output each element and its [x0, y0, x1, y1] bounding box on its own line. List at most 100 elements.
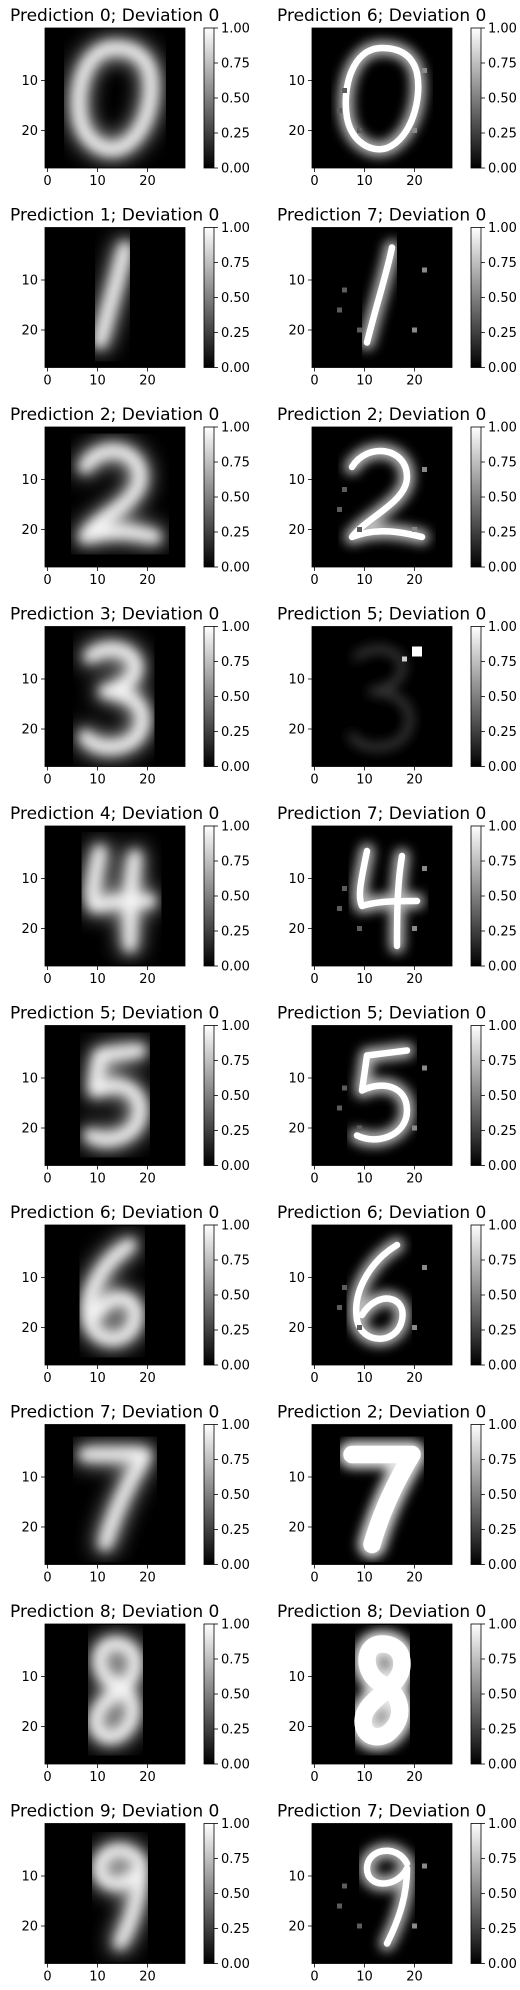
digit-panel: Prediction 7; Deviation 0 0 10 20 10 20 1.00 0.… — [277, 804, 517, 987]
colorbar-tick-label: 0.00 — [488, 760, 517, 775]
y-tick-label: 20 — [288, 523, 305, 538]
colorbar — [470, 27, 482, 169]
image-frame — [311, 626, 453, 767]
y-tick-label: 10 — [21, 1072, 38, 1087]
x-tick-label: 20 — [406, 1371, 423, 1386]
digit-stroke — [348, 645, 422, 752]
colorbar — [203, 825, 215, 967]
x-tick-label: 10 — [356, 1770, 373, 1785]
colorbar-tick-label: 0.75 — [221, 655, 250, 670]
digit-stroke — [70, 39, 160, 158]
colorbar-tick-label: 0.75 — [221, 57, 250, 72]
x-tick-label: 0 — [43, 972, 51, 987]
digit-panel: Prediction 9; Deviation 0 0 10 20 10 20 1.00 0.… — [10, 1802, 250, 1985]
x-tick-label: 10 — [89, 773, 106, 788]
y-tick-label: 10 — [288, 473, 305, 488]
panel-title: Prediction 9; Deviation 0 — [10, 1802, 219, 1822]
colorbar-tick-label: 0.25 — [488, 1523, 517, 1538]
digit-stroke — [337, 40, 427, 157]
image-frame — [311, 825, 453, 967]
colorbar-tick-label: 1.00 — [221, 1618, 250, 1633]
colorbar-tick-label: 0.25 — [488, 1723, 517, 1738]
x-tick-label: 20 — [139, 573, 156, 588]
colorbar-tick-label: 0.75 — [221, 1653, 250, 1668]
image-frame — [44, 1224, 186, 1366]
digit-stroke — [80, 1236, 144, 1348]
image-frame — [44, 1823, 186, 1964]
y-tick-label: 20 — [21, 1321, 38, 1336]
colorbar-tick-label: 0.25 — [488, 1324, 517, 1339]
colorbar-tick-label: 0.00 — [488, 561, 517, 576]
colorbar-tick-label: 1.00 — [488, 22, 517, 37]
image-frame — [44, 626, 186, 767]
x-tick-label: 0 — [43, 1770, 51, 1785]
colorbar-tick-label: 0.75 — [488, 57, 517, 72]
digit-panel: Prediction 2; Deviation 0 0 10 20 10 20 1.00 0.… — [277, 1403, 517, 1586]
y-tick-label: 20 — [21, 1720, 38, 1735]
panel-title: Prediction 7; Deviation 0 — [277, 1802, 486, 1822]
panel-title: Prediction 4; Deviation 0 — [10, 804, 219, 824]
x-tick-label: 10 — [89, 573, 106, 588]
digit-stroke — [349, 1630, 416, 1751]
colorbar-tick-label: 1.00 — [488, 1618, 517, 1633]
y-tick-label: 20 — [288, 324, 305, 339]
colorbar-tick-label: 0.00 — [221, 162, 250, 177]
y-tick-label: 20 — [288, 1321, 305, 1336]
image-frame — [311, 426, 453, 568]
digit-panel: Prediction 1; Deviation 0 0 10 20 10 20 1.00 0.… — [10, 206, 250, 389]
x-tick-label: 10 — [356, 1571, 373, 1586]
y-tick-label: 20 — [21, 124, 38, 139]
colorbar-tick-label: 0.75 — [488, 1852, 517, 1867]
colorbar-tick-label: 0.50 — [488, 890, 517, 905]
colorbar-tick-label: 0.25 — [221, 1723, 250, 1738]
digit-panel: Prediction 5; Deviation 0 0 10 20 10 20 1.00 0.… — [277, 605, 517, 788]
colorbar — [203, 227, 215, 368]
x-tick-label: 0 — [43, 773, 51, 788]
image-frame — [44, 1025, 186, 1166]
x-tick-label: 0 — [43, 1371, 51, 1386]
colorbar — [470, 1623, 482, 1765]
colorbar — [203, 1623, 215, 1765]
x-tick-label: 10 — [356, 573, 373, 588]
colorbar-tick-label: 0.50 — [221, 1488, 250, 1503]
colorbar-tick-label: 1.00 — [221, 1019, 250, 1034]
colorbar-tick-label: 0.00 — [221, 960, 250, 975]
y-tick-label: 20 — [21, 922, 38, 937]
panel-title: Prediction 2; Deviation 0 — [277, 405, 486, 425]
colorbar-tick-label: 0.00 — [221, 1558, 250, 1573]
colorbar — [470, 1424, 482, 1565]
y-tick-label: 20 — [21, 523, 38, 538]
x-tick-label: 0 — [310, 174, 318, 189]
x-tick-label: 10 — [89, 972, 106, 987]
y-tick-label: 20 — [288, 124, 305, 139]
x-tick-label: 0 — [43, 1970, 51, 1985]
colorbar-tick-label: 1.00 — [221, 1418, 250, 1433]
colorbar — [203, 1224, 215, 1366]
x-tick-label: 10 — [89, 174, 106, 189]
y-tick-label: 10 — [288, 1870, 305, 1885]
image-frame — [311, 227, 453, 368]
x-tick-label: 0 — [310, 972, 318, 987]
image-frame — [311, 1424, 453, 1565]
x-tick-label: 0 — [43, 374, 51, 389]
y-tick-label: 20 — [288, 723, 305, 738]
digit-stroke — [337, 443, 430, 545]
x-tick-label: 10 — [89, 1172, 106, 1187]
colorbar-tick-label: 0.50 — [488, 1688, 517, 1703]
colorbar-tick-label: 0.50 — [488, 92, 517, 107]
colorbar — [203, 1025, 215, 1166]
x-tick-label: 10 — [89, 374, 106, 389]
x-tick-label: 0 — [310, 1371, 318, 1386]
colorbar-tick-label: 1.00 — [221, 1817, 250, 1832]
image-frame — [44, 1623, 186, 1765]
colorbar-tick-label: 1.00 — [488, 620, 517, 635]
colorbar-tick-label: 0.50 — [221, 890, 250, 905]
colorbar-tick-label: 0.50 — [488, 291, 517, 306]
colorbar-tick-label: 1.00 — [221, 22, 250, 37]
colorbar — [203, 426, 215, 568]
digit-panel: Prediction 6; Deviation 0 0 10 20 10 20 1.00 0.… — [277, 6, 517, 189]
panel-title: Prediction 5; Deviation 0 — [277, 1004, 486, 1024]
y-tick-label: 20 — [21, 1122, 38, 1137]
image-frame — [44, 825, 186, 967]
